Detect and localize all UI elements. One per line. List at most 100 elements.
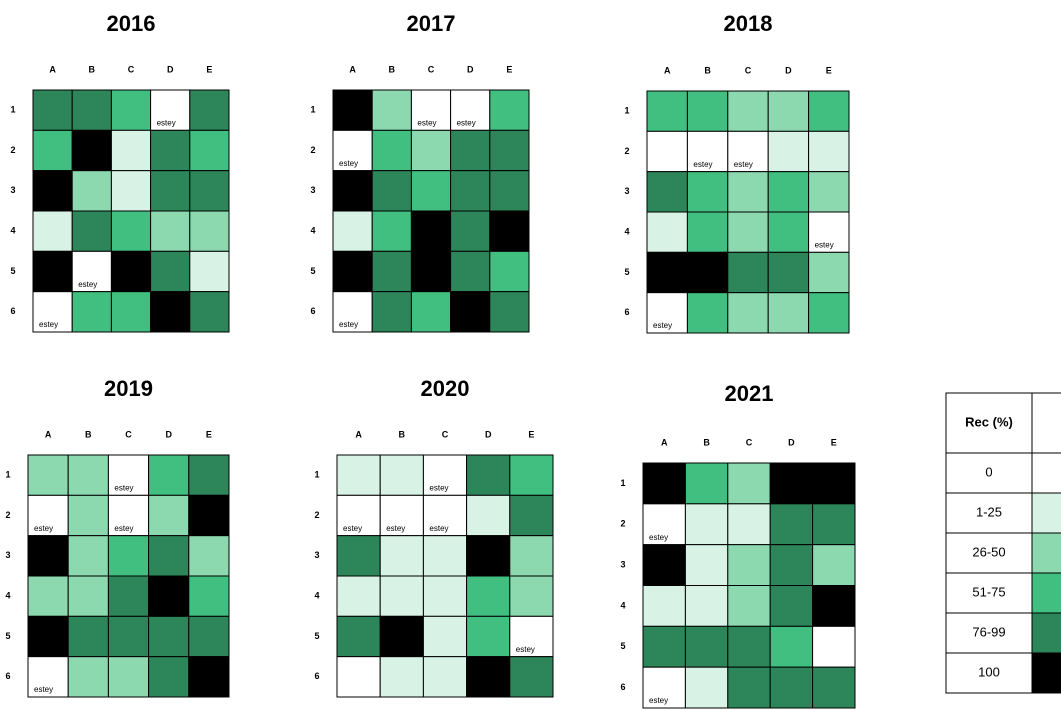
row-label: 3 — [314, 550, 319, 560]
cell — [812, 625, 856, 668]
row-label: 2 — [310, 145, 315, 155]
cell — [32, 129, 73, 172]
cell-note: estey — [457, 118, 476, 127]
row-label: 3 — [624, 186, 629, 196]
cell — [727, 462, 771, 505]
cell — [769, 503, 814, 546]
cell — [686, 251, 729, 294]
cell — [107, 615, 150, 658]
cell — [71, 129, 112, 172]
cell — [67, 656, 109, 698]
column-label: A — [49, 64, 56, 74]
cell — [684, 503, 729, 546]
cell — [67, 454, 109, 496]
cell — [727, 544, 771, 587]
cell — [110, 250, 152, 293]
cell — [727, 292, 769, 334]
cell — [32, 250, 73, 293]
row-label: 4 — [314, 591, 319, 601]
legend-label-cell — [945, 572, 1033, 614]
cell — [107, 454, 150, 496]
heatmap-panel: 2016 A B C D E 1 2 3 4 5 6 estey estey estey — [10, 11, 230, 333]
column-label: C — [428, 64, 435, 74]
cell-note: estey — [339, 320, 358, 329]
cell — [466, 615, 511, 658]
legend-label: 26-50 — [972, 544, 1005, 559]
cell — [410, 250, 452, 293]
cell-note: estey — [693, 160, 712, 169]
cell — [336, 535, 381, 577]
cell — [332, 210, 373, 252]
panel-title: 2021 — [725, 381, 774, 406]
row-label: 1 — [620, 478, 625, 488]
cell — [336, 575, 381, 617]
cell — [727, 211, 769, 253]
cell — [642, 666, 686, 709]
cell — [642, 462, 686, 505]
cell — [188, 615, 230, 658]
legend-label: 76-99 — [972, 624, 1005, 639]
cell-note: estey — [815, 240, 834, 249]
legend-label: 51-75 — [972, 584, 1005, 599]
cell — [466, 535, 511, 577]
row-label: 5 — [10, 266, 15, 276]
column-label: C — [128, 64, 135, 74]
row-label: 4 — [10, 226, 15, 236]
column-label: C — [745, 65, 752, 75]
cell — [422, 454, 468, 496]
cell — [684, 625, 729, 668]
row-label: 1 — [314, 470, 319, 480]
cell — [767, 171, 810, 213]
cell — [336, 454, 381, 496]
cell — [767, 90, 810, 132]
cell — [727, 666, 771, 709]
cell — [646, 211, 688, 253]
cell — [148, 454, 190, 496]
cell — [332, 89, 373, 131]
cell — [371, 89, 412, 131]
cell — [188, 454, 230, 496]
heatmap-panel: 2020 A B C D E 1 2 3 4 5 6 estey estey estey estey estey — [314, 376, 554, 698]
cell — [332, 291, 373, 333]
cell — [769, 666, 814, 709]
cell — [808, 251, 850, 294]
cell — [150, 129, 191, 172]
cell — [684, 666, 729, 709]
cell-note: estey — [516, 645, 535, 654]
row-label: 1 — [10, 105, 15, 115]
row-label: 1 — [624, 106, 629, 116]
cell — [646, 130, 688, 173]
cell — [509, 575, 554, 617]
cell — [450, 250, 491, 293]
legend-header-cell — [1031, 392, 1061, 454]
cell — [148, 494, 190, 537]
cell — [107, 656, 150, 698]
heatmap-panel: 2021 A B C D E 1 2 3 4 5 6 estey estey — [620, 381, 856, 709]
column-label: C — [125, 429, 132, 439]
cell-note: estey — [386, 524, 405, 533]
row-label: 6 — [5, 671, 10, 681]
row-label: 5 — [314, 631, 319, 641]
cell — [646, 90, 688, 132]
cell — [110, 89, 152, 131]
cell — [336, 656, 381, 698]
cell — [188, 656, 230, 698]
cell-note: estey — [114, 524, 133, 533]
cell — [489, 129, 530, 172]
heatmap-panel: 2019 A B C D E 1 2 3 4 5 6 estey estey estey estey — [5, 376, 230, 698]
column-label: B — [703, 437, 710, 447]
cell — [27, 575, 69, 617]
cell — [642, 544, 686, 587]
column-label: E — [831, 437, 837, 447]
legend-label-cell — [945, 492, 1033, 534]
legend-swatch — [1031, 532, 1061, 574]
legend-label: 100 — [978, 664, 1000, 679]
cell — [509, 656, 554, 698]
cell — [150, 170, 191, 212]
cell — [642, 585, 686, 627]
row-label: 2 — [314, 510, 319, 520]
cell-note: estey — [114, 483, 133, 492]
panel-title: 2020 — [421, 376, 470, 401]
row-label: 3 — [10, 185, 15, 195]
cell — [422, 656, 468, 698]
